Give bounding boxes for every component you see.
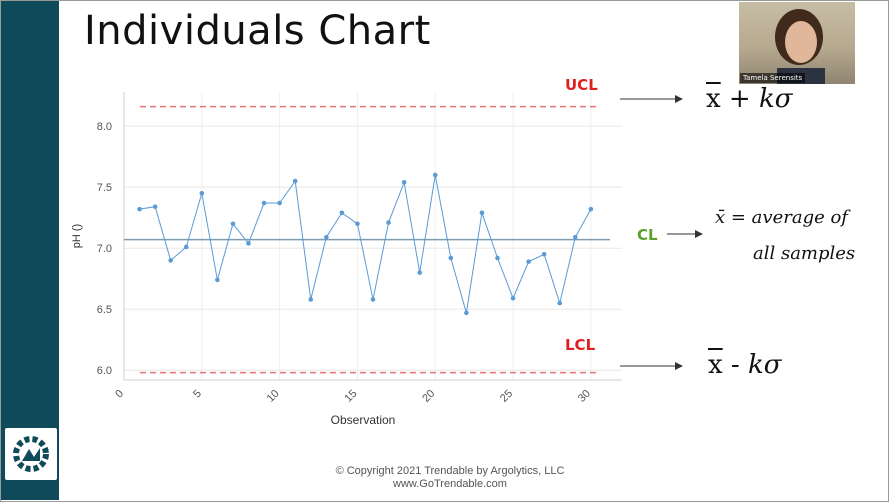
cl-label: CL <box>637 226 658 244</box>
data-point <box>152 204 158 210</box>
y-tick-label: 7.0 <box>97 243 112 255</box>
y-tick-label: 7.5 <box>97 182 112 194</box>
slide-sidebar <box>1 1 59 500</box>
data-point <box>588 206 594 212</box>
y-tick-label: 6.5 <box>97 304 112 316</box>
data-point <box>370 297 376 302</box>
data-point <box>199 190 205 196</box>
data-point <box>573 234 578 240</box>
data-point <box>386 220 391 225</box>
cl-formula-line1: x̄ = average of <box>715 207 848 228</box>
data-point <box>308 297 314 302</box>
x-axis-title: Observation <box>331 413 396 427</box>
x-tick-label: 25 <box>498 388 515 405</box>
data-point <box>277 200 282 206</box>
y-tick-label: 6.0 <box>97 365 112 377</box>
series-line <box>139 174 592 314</box>
copyright-text: © Copyright 2021 Trendable by Argolytics… <box>335 465 565 477</box>
data-point <box>417 270 422 275</box>
data-point <box>526 259 531 264</box>
data-point <box>183 244 189 250</box>
data-point <box>261 200 267 206</box>
data-point <box>464 310 469 316</box>
data-point <box>246 241 251 246</box>
cl-formula-line2: all samples <box>753 243 856 264</box>
x-tick-label: 5 <box>191 388 204 401</box>
data-point <box>495 255 500 261</box>
data-point <box>432 172 438 178</box>
data-point <box>401 180 407 185</box>
data-point <box>557 300 563 306</box>
gear-logo-icon <box>13 436 49 472</box>
x-tick-label: 15 <box>342 388 359 405</box>
y-tick-label: 8.0 <box>97 121 112 133</box>
lcl-label: LCL <box>565 336 596 354</box>
presenter-webcam[interactable]: Tamela Serensits <box>739 2 855 84</box>
data-point <box>541 252 547 257</box>
website-link[interactable]: www.GoTrendable.com <box>393 478 507 490</box>
x-tick-label: 30 <box>576 388 593 405</box>
data-point <box>339 210 345 216</box>
data-point <box>355 221 360 227</box>
lcl-formula: x - kσ <box>708 350 782 380</box>
presenter-name: Tamela Serensits <box>740 73 806 83</box>
x-tick-label: 20 <box>420 388 437 405</box>
slide-title: Individuals Chart <box>84 8 431 54</box>
data-point <box>479 210 485 216</box>
ucl-label: UCL <box>565 76 598 94</box>
data-point <box>324 234 329 240</box>
x-tick-label: 0 <box>113 388 126 401</box>
trendable-logo <box>5 428 57 480</box>
data-point <box>230 221 236 227</box>
data-point <box>215 277 220 283</box>
data-point <box>168 258 173 263</box>
data-point <box>510 295 516 301</box>
data-point <box>448 255 454 261</box>
ucl-formula: x + kσ <box>706 84 793 114</box>
x-tick-label: 10 <box>265 388 282 405</box>
y-axis-title: pH () <box>71 224 83 248</box>
data-point <box>292 178 298 184</box>
data-point <box>137 206 142 212</box>
